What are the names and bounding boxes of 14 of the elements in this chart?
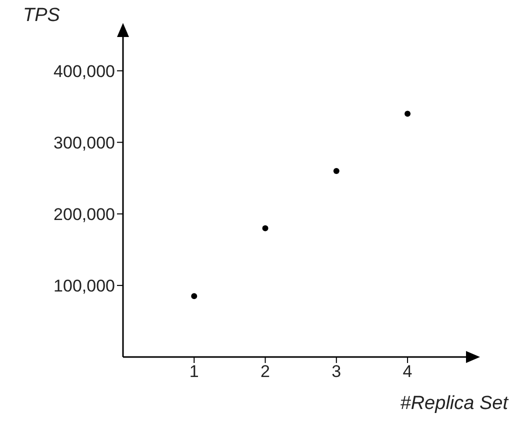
y-tick-label: 400,000 (54, 62, 115, 81)
y-tick-label: 200,000 (54, 204, 115, 224)
x-axis-title: #Replica Set (400, 393, 508, 415)
point (191, 293, 198, 300)
point (262, 225, 268, 232)
point (404, 110, 411, 117)
y-axis-title: TPS (23, 5, 60, 27)
x-tick-label: 3 (332, 362, 342, 382)
y-tick-label: 100,000 (54, 276, 115, 296)
x-tick-label: 2 (260, 362, 270, 382)
x-tick-label: 4 (402, 362, 412, 382)
x-tick-label: 1 (189, 362, 199, 382)
y-tick-label: 300,000 (54, 133, 115, 152)
point (333, 168, 340, 174)
